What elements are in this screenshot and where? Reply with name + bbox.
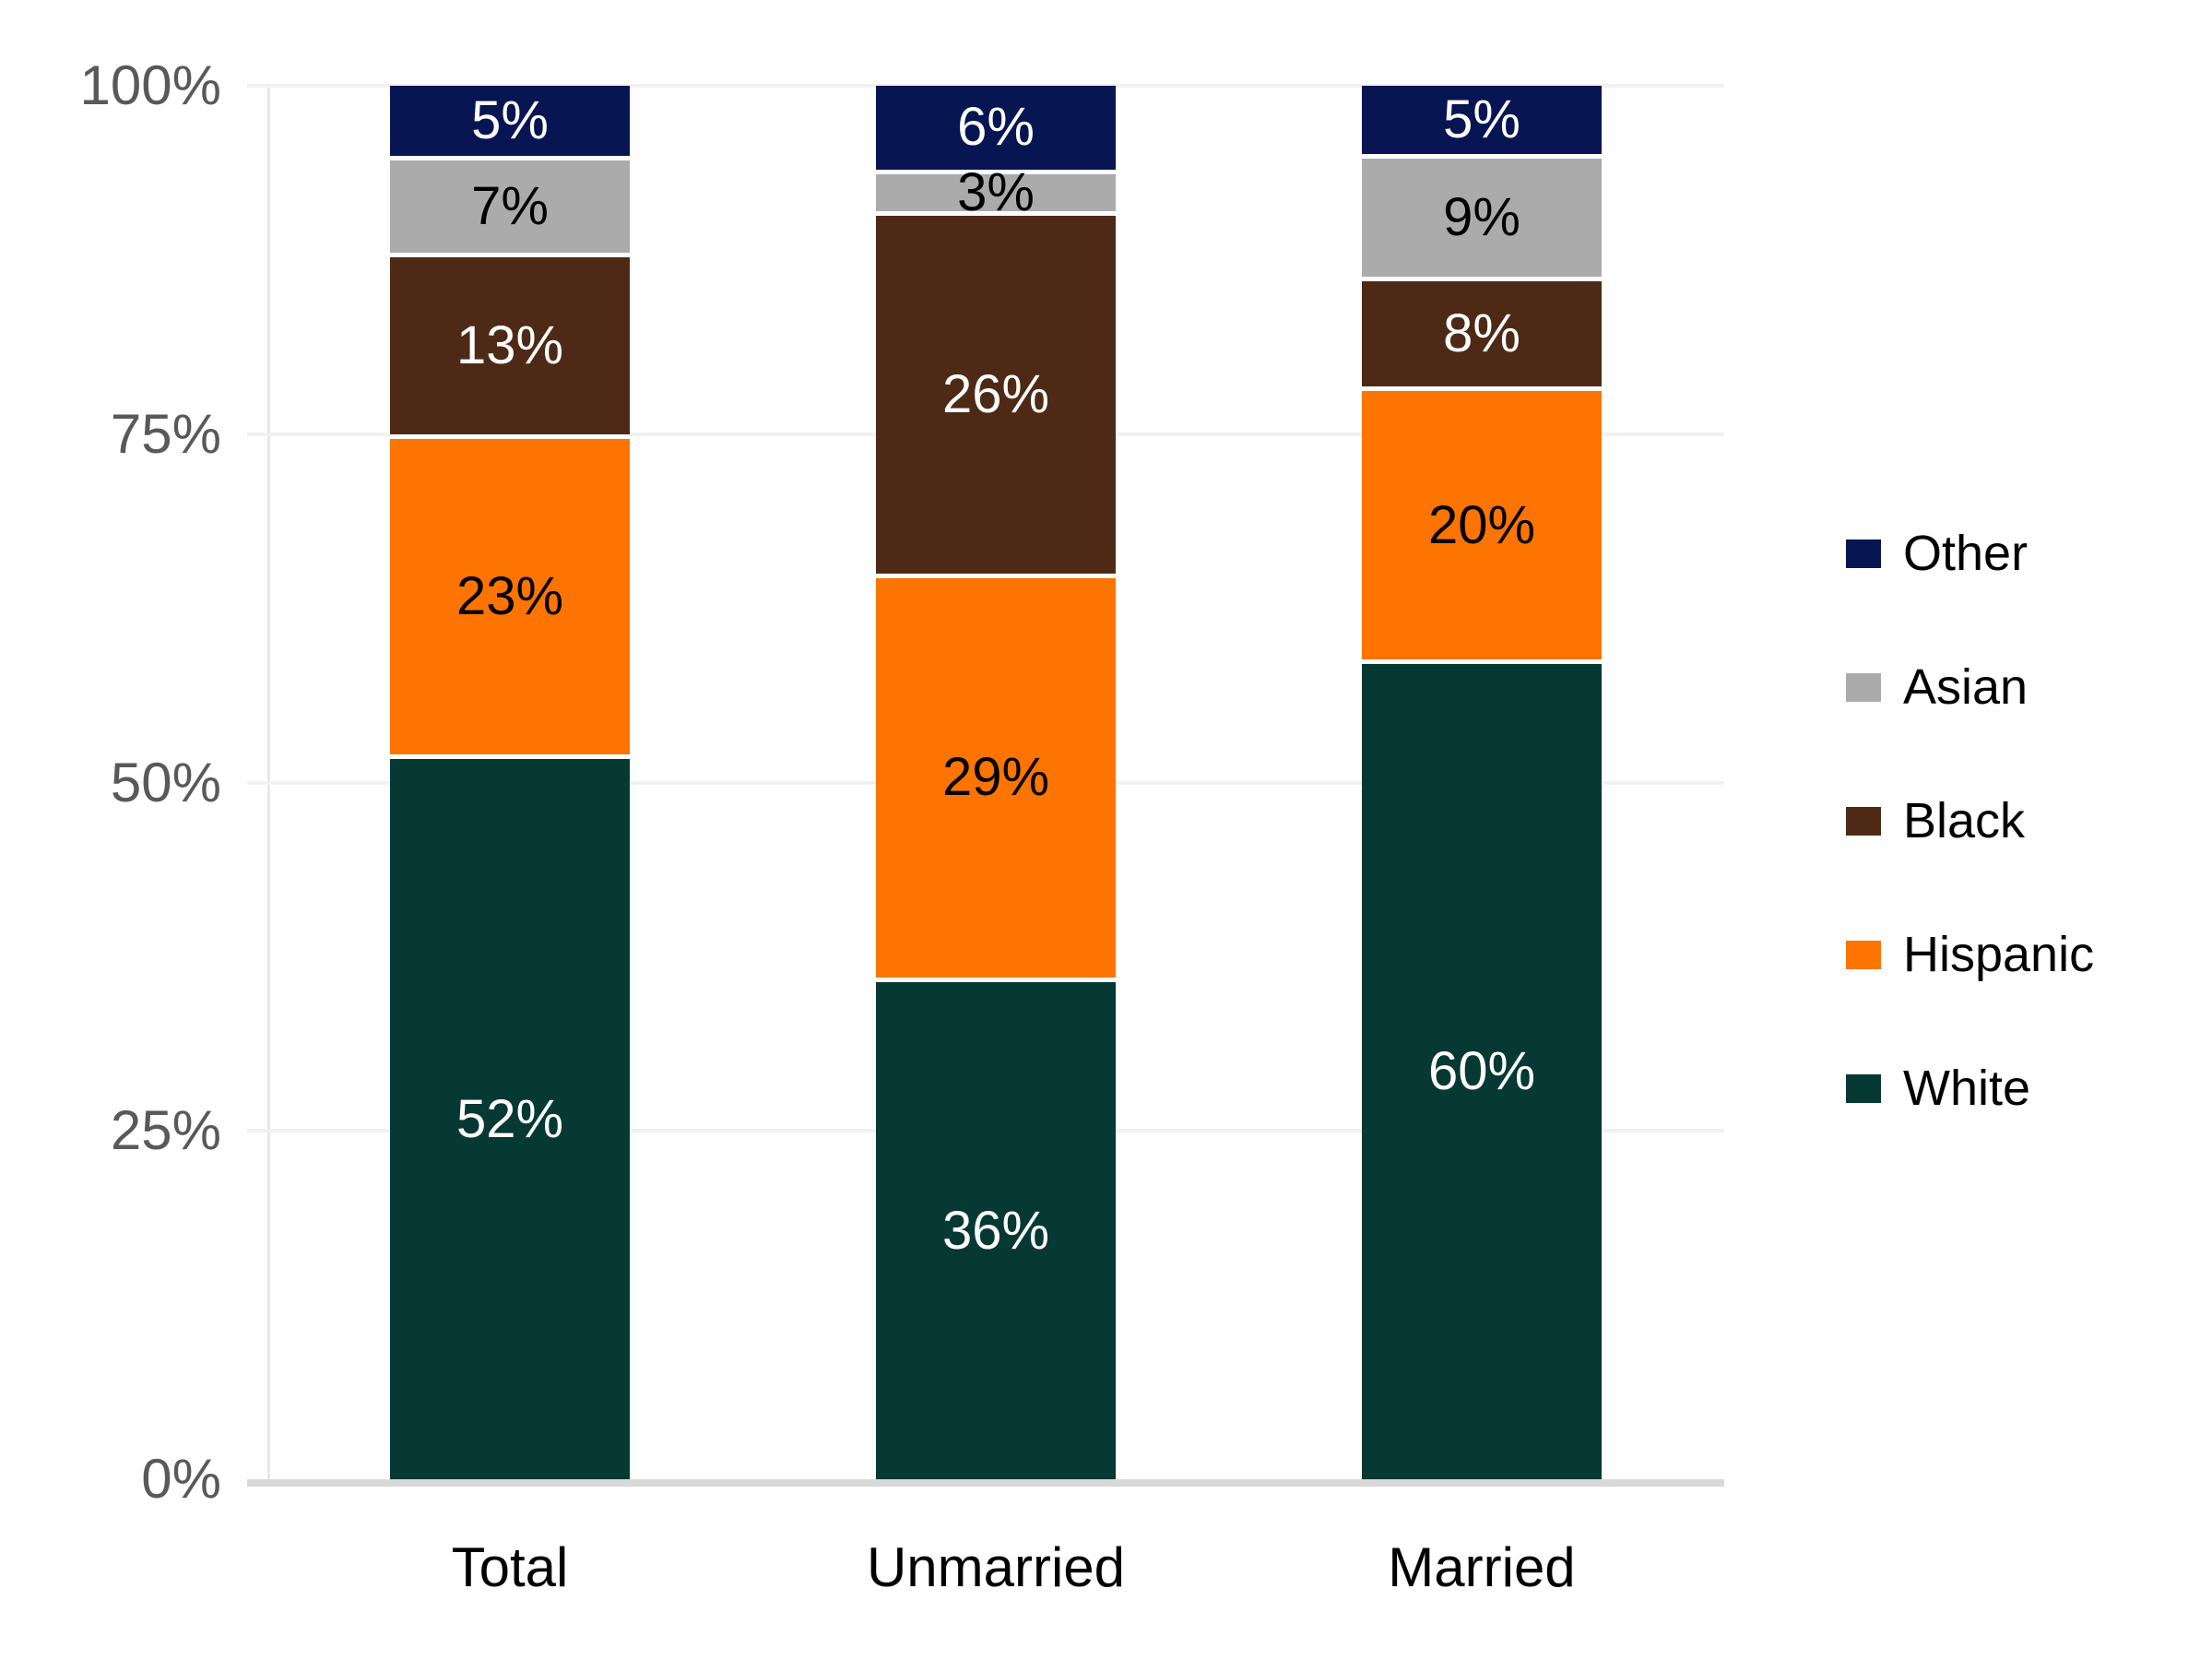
bar-segment-married-white: 60% (1362, 659, 1602, 1479)
data-label: 5% (471, 89, 549, 150)
data-label: 9% (1443, 187, 1520, 248)
data-label: 6% (957, 97, 1035, 158)
bar-unmarried: 6% 3% 26% 29% 36% (876, 86, 1116, 1479)
legend-label: Hispanic (1903, 927, 2095, 982)
data-label: 20% (1427, 494, 1536, 555)
legend-item-black: Black (1846, 775, 2094, 867)
legend-swatch-black (1846, 806, 1881, 836)
data-label: 52% (455, 1088, 564, 1149)
legend-swatch-hispanic (1846, 940, 1881, 969)
legend-item-other: Other (1846, 507, 2094, 599)
data-label: 7% (471, 175, 549, 236)
bar-segment-married-hispanic: 20% (1362, 385, 1602, 660)
legend-label: Other (1903, 526, 2029, 581)
plot-area: 5% 7% 13% 23% 52% 6% 3% 26% 29% 36% 5% 9% 8% 20% 60% (247, 84, 1724, 1487)
bar-segment-unmarried-hispanic: 29% (876, 573, 1116, 978)
y-axis-tick-label: 50% (110, 752, 221, 813)
data-label: 26% (941, 363, 1050, 424)
bar-segment-total-other: 5% (390, 86, 630, 156)
data-label: 5% (1443, 89, 1520, 150)
legend-swatch-white (1846, 1073, 1881, 1103)
legend-item-asian: Asian (1846, 641, 2094, 733)
legend: Other Asian Black Hispanic White (1846, 507, 2094, 1134)
legend-item-hispanic: Hispanic (1846, 908, 2094, 1001)
bar-segment-married-other: 5% (1362, 86, 1602, 155)
legend-item-white: White (1846, 1042, 2094, 1134)
bar-total: 5% 7% 13% 23% 52% (390, 86, 630, 1479)
bar-segment-unmarried-white: 36% (876, 978, 1116, 1479)
y-axis-tick-label: 100% (79, 54, 221, 116)
category-label-married: Married (1388, 1536, 1576, 1598)
legend-swatch-other (1846, 539, 1881, 568)
legend-label: Asian (1903, 659, 2029, 715)
data-label: 36% (941, 1200, 1050, 1261)
bar-segment-unmarried-black: 26% (876, 210, 1116, 574)
legend-label: White (1903, 1061, 2031, 1116)
data-label: 13% (455, 315, 564, 376)
bar-segment-married-asian: 9% (1362, 154, 1602, 278)
category-label-total: Total (451, 1536, 569, 1598)
data-label: 60% (1427, 1041, 1536, 1102)
y-axis-tick-label: 75% (110, 403, 221, 465)
data-label: 3% (957, 161, 1035, 222)
legend-label: Black (1903, 793, 2026, 848)
bar-married: 5% 9% 8% 20% 60% (1362, 86, 1602, 1479)
category-label-unmarried: Unmarried (866, 1536, 1126, 1598)
y-axis-tick-label: 0% (141, 1448, 221, 1510)
data-label: 29% (941, 747, 1050, 808)
data-label: 8% (1443, 303, 1520, 364)
bar-segment-married-black: 8% (1362, 277, 1602, 386)
bar-segment-total-black: 13% (390, 253, 630, 434)
bar-segment-total-asian: 7% (390, 155, 630, 254)
bar-segment-total-hispanic: 23% (390, 433, 630, 755)
bar-segment-unmarried-asian: 3% (876, 165, 1116, 219)
data-label: 23% (455, 565, 564, 626)
bar-segment-total-white: 52% (390, 754, 630, 1479)
y-axis-tick-label: 25% (110, 1099, 221, 1161)
x-axis-line (247, 1479, 1724, 1487)
bar-segment-unmarried-other: 6% (876, 86, 1116, 170)
legend-swatch-asian (1846, 672, 1881, 702)
